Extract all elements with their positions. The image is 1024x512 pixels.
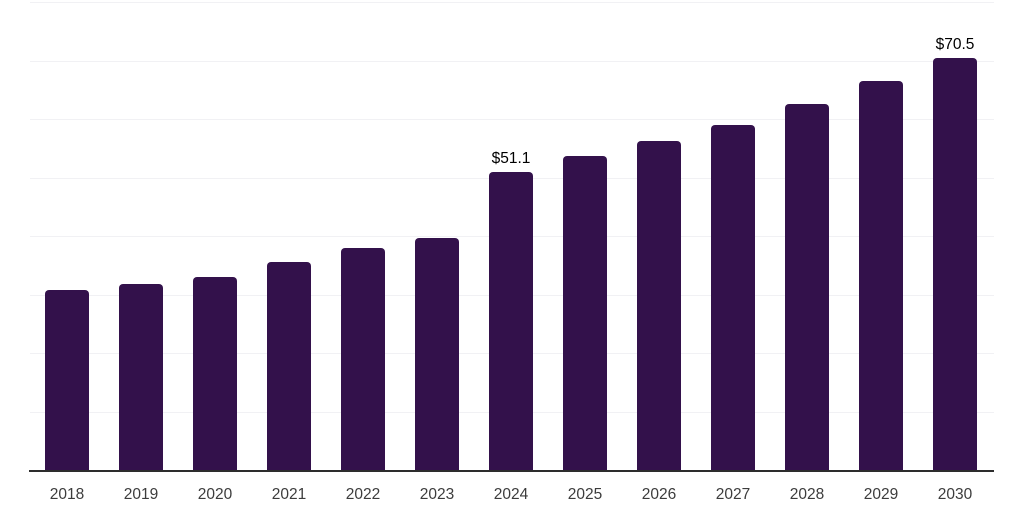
- x-tick-label-2024: 2024: [493, 486, 529, 503]
- bar-2023: [415, 238, 459, 471]
- bar-2018: [45, 290, 89, 471]
- gridline-y-60: [30, 119, 994, 120]
- bar-2022: [341, 248, 385, 471]
- data-label-2030: $70.5: [935, 36, 975, 54]
- gridline-y-80: [30, 2, 994, 3]
- x-tick-label-2021: 2021: [271, 486, 307, 503]
- bar-2030: [933, 58, 977, 471]
- x-tick-label-2025: 2025: [567, 486, 603, 503]
- x-tick-label-2019: 2019: [123, 486, 159, 503]
- x-tick-label-2020: 2020: [197, 486, 233, 503]
- bar-2021: [267, 262, 311, 471]
- bar-2020: [193, 277, 237, 471]
- x-tick-label-2022: 2022: [345, 486, 381, 503]
- bar-2028: [785, 103, 829, 471]
- x-tick-label-2018: 2018: [49, 486, 85, 503]
- x-tick-label-2030: 2030: [937, 486, 973, 503]
- x-tick-label-2023: 2023: [419, 486, 455, 503]
- x-axis-line: [29, 469, 994, 472]
- bar-2024: [489, 171, 533, 471]
- bar-2026: [637, 140, 681, 471]
- bar-2027: [711, 124, 755, 471]
- bar-2029: [859, 80, 903, 471]
- data-label-2024: $51.1: [491, 149, 531, 167]
- x-tick-label-2028: 2028: [789, 486, 825, 503]
- x-tick-label-2027: 2027: [715, 486, 751, 503]
- x-tick-label-2026: 2026: [641, 486, 677, 503]
- x-tick-label-2029: 2029: [863, 486, 899, 503]
- gridline-y-70: [30, 60, 994, 62]
- bar-2019: [119, 283, 163, 471]
- bar-2025: [563, 156, 607, 471]
